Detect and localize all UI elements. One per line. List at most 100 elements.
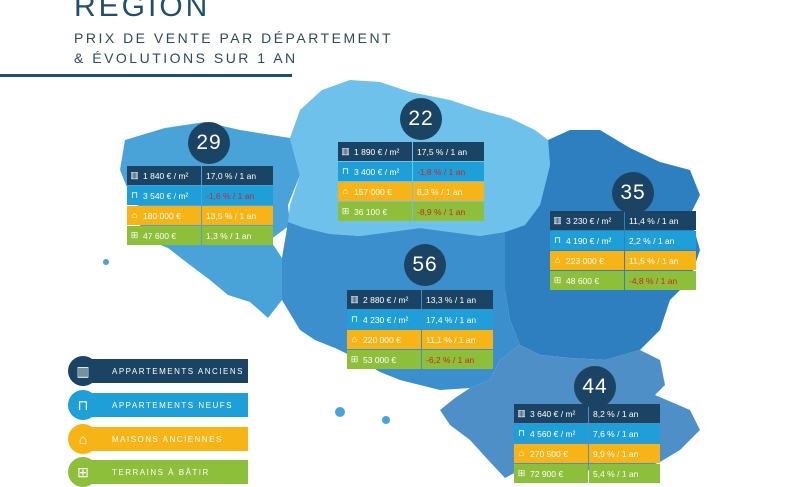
department-badge-44: 44 — [574, 366, 616, 408]
crane-icon: ⊓ — [350, 314, 359, 324]
evolution-value: 7,6 % / 1 an — [589, 424, 660, 443]
department-table-56: ▥ 2 880 € / m² 13,3 % / 1 an ⊓ 4 230 € / m² 1… — [347, 290, 493, 370]
price-cell: ▥ 2 880 € / m² — [347, 290, 421, 309]
price-value: 220 000 € — [363, 334, 401, 345]
price-cell: ⌂ 180 000 € — [127, 206, 201, 225]
price-value: 3 540 € / m² — [143, 190, 189, 201]
department-table-22: ▥ 1 890 € / m² 17,5 % / 1 an ⊓ 3 400 € / m² -… — [338, 142, 484, 222]
evolution-value: -1,6 % / 1 an — [202, 186, 273, 205]
page-title: RÉGION — [74, 0, 211, 23]
subtitle-line-1: PRIX DE VENTE PAR DÉPARTEMENT — [74, 30, 394, 46]
evolution-value: 8,3 % / 1 an — [413, 182, 484, 201]
building-icon: ▥ — [68, 356, 98, 386]
price-value: 3 230 € / m² — [566, 215, 612, 226]
evolution-value: -8,9 % / 1 an — [413, 202, 484, 221]
price-value: 270 500 € — [530, 448, 568, 459]
price-cell: ⌂ 220 000 € — [347, 330, 421, 349]
price-row: ⊞ 48 600 € -4,8 % / 1 an — [550, 271, 696, 290]
legend-item: MAISONS ANCIENNES ⌂ — [68, 424, 248, 454]
price-cell: ⊓ 4 190 € / m² — [550, 231, 624, 250]
evolution-value: 5,4 % / 1 an — [589, 464, 660, 483]
price-row: ⊞ 47 600 € 1,3 % / 1 an — [127, 226, 273, 245]
evolution-value: 17,0 % / 1 an — [202, 166, 273, 185]
price-cell: ⌂ 223 000 € — [550, 251, 624, 270]
evolution-value: 11,1 % / 1 an — [422, 330, 493, 349]
price-value: 1 840 € / m² — [143, 170, 189, 181]
price-row: ⊓ 4 560 € / m² 7,6 % / 1 an — [514, 424, 660, 443]
price-row: ▥ 1 840 € / m² 17,0 % / 1 an — [127, 166, 273, 185]
crane-icon: ⊓ — [130, 190, 139, 200]
price-cell: ⊞ 47 600 € — [127, 226, 201, 245]
price-cell: ⊞ 36 100 € — [338, 202, 412, 221]
price-value: 47 600 € — [143, 230, 177, 241]
building-icon: ▥ — [130, 170, 139, 180]
price-row: ⌂ 180 000 € 13,5 % / 1 an — [127, 206, 273, 225]
legend-label: TERRAINS À BÂTIR — [82, 460, 248, 484]
legend-label: MAISONS ANCIENNES — [82, 427, 248, 451]
fence-icon: ⊞ — [517, 468, 526, 478]
price-row: ▥ 3 230 € / m² 11,4 % / 1 an — [550, 211, 696, 230]
evolution-value: 1,3 % / 1 an — [202, 226, 273, 245]
evolution-value: -4,8 % / 1 an — [625, 271, 696, 290]
evolution-value: 9,9 % / 1 an — [589, 444, 660, 463]
price-row: ⊞ 72 900 € 5,4 % / 1 an — [514, 464, 660, 483]
building-icon: ▥ — [553, 215, 562, 225]
price-row: ⌂ 220 000 € 11,1 % / 1 an — [347, 330, 493, 349]
fence-icon: ⊞ — [130, 230, 139, 240]
fence-icon: ⊞ — [350, 354, 359, 364]
department-badge-22: 22 — [400, 98, 442, 140]
price-cell: ⊞ 72 900 € — [514, 464, 588, 483]
price-value: 36 100 € — [354, 206, 388, 217]
island-shape — [335, 407, 345, 417]
subtitle-line-2: & ÉVOLUTIONS SUR 1 AN — [74, 50, 298, 66]
price-cell: ⊓ 4 230 € / m² — [347, 310, 421, 329]
evolution-value: 17,5 % / 1 an — [413, 142, 484, 161]
legend-item: APPARTEMENTS NEUFS ⊓ — [68, 390, 248, 420]
price-value: 157 000 € — [354, 186, 392, 197]
department-badge-35: 35 — [612, 172, 654, 214]
price-cell: ▥ 3 640 € / m² — [514, 404, 588, 423]
price-cell: ⊞ 53 000 € — [347, 350, 421, 369]
fence-icon: ⊞ — [341, 206, 350, 216]
price-value: 180 000 € — [143, 210, 181, 221]
department-table-29: ▥ 1 840 € / m² 17,0 % / 1 an ⊓ 3 540 € / m² -… — [127, 166, 273, 246]
legend-label: APPARTEMENTS NEUFS — [82, 393, 248, 417]
fence-icon: ⊞ — [553, 275, 562, 285]
fence-icon: ⊞ — [68, 457, 98, 487]
price-row: ⌂ 223 000 € 11,5 % / 1 an — [550, 251, 696, 270]
building-icon: ▥ — [517, 408, 526, 418]
house-icon: ⌂ — [518, 448, 525, 458]
building-icon: ▥ — [341, 146, 350, 156]
island-shape — [382, 416, 390, 424]
island-shape — [103, 259, 109, 265]
price-row: ⊓ 3 540 € / m² -1,6 % / 1 an — [127, 186, 273, 205]
crane-icon: ⊓ — [341, 166, 350, 176]
evolution-value: 13,3 % / 1 an — [422, 290, 493, 309]
evolution-value: 17,4 % / 1 an — [422, 310, 493, 329]
crane-icon: ⊓ — [517, 428, 526, 438]
price-value: 1 890 € / m² — [354, 146, 400, 157]
evolution-value: -6,2 % / 1 an — [422, 350, 493, 369]
price-row: ⊞ 53 000 € -6,2 % / 1 an — [347, 350, 493, 369]
department-table-35: ▥ 3 230 € / m² 11,4 % / 1 an ⊓ 4 190 € / m² 2… — [550, 211, 696, 291]
price-value: 223 000 € — [566, 255, 604, 266]
evolution-value: 2,2 % / 1 an — [625, 231, 696, 250]
crane-icon: ⊓ — [553, 235, 562, 245]
evolution-value: 11,5 % / 1 an — [625, 251, 696, 270]
price-cell: ▥ 3 230 € / m² — [550, 211, 624, 230]
price-value: 53 000 € — [363, 354, 397, 365]
evolution-value: 13,5 % / 1 an — [202, 206, 273, 225]
price-row: ⊞ 36 100 € -8,9 % / 1 an — [338, 202, 484, 221]
house-icon: ⌂ — [351, 334, 358, 344]
evolution-value: 8,2 % / 1 an — [589, 404, 660, 423]
price-value: 72 900 € — [530, 468, 564, 479]
price-value: 4 190 € / m² — [566, 235, 612, 246]
department-badge-56: 56 — [404, 244, 446, 286]
price-value: 3 640 € / m² — [530, 408, 576, 419]
price-cell: ⌂ 270 500 € — [514, 444, 588, 463]
price-row: ▥ 2 880 € / m² 13,3 % / 1 an — [347, 290, 493, 309]
price-value: 2 880 € / m² — [363, 294, 409, 305]
price-cell: ▥ 1 840 € / m² — [127, 166, 201, 185]
evolution-value: 11,4 % / 1 an — [625, 211, 696, 230]
price-value: 4 560 € / m² — [530, 428, 576, 439]
